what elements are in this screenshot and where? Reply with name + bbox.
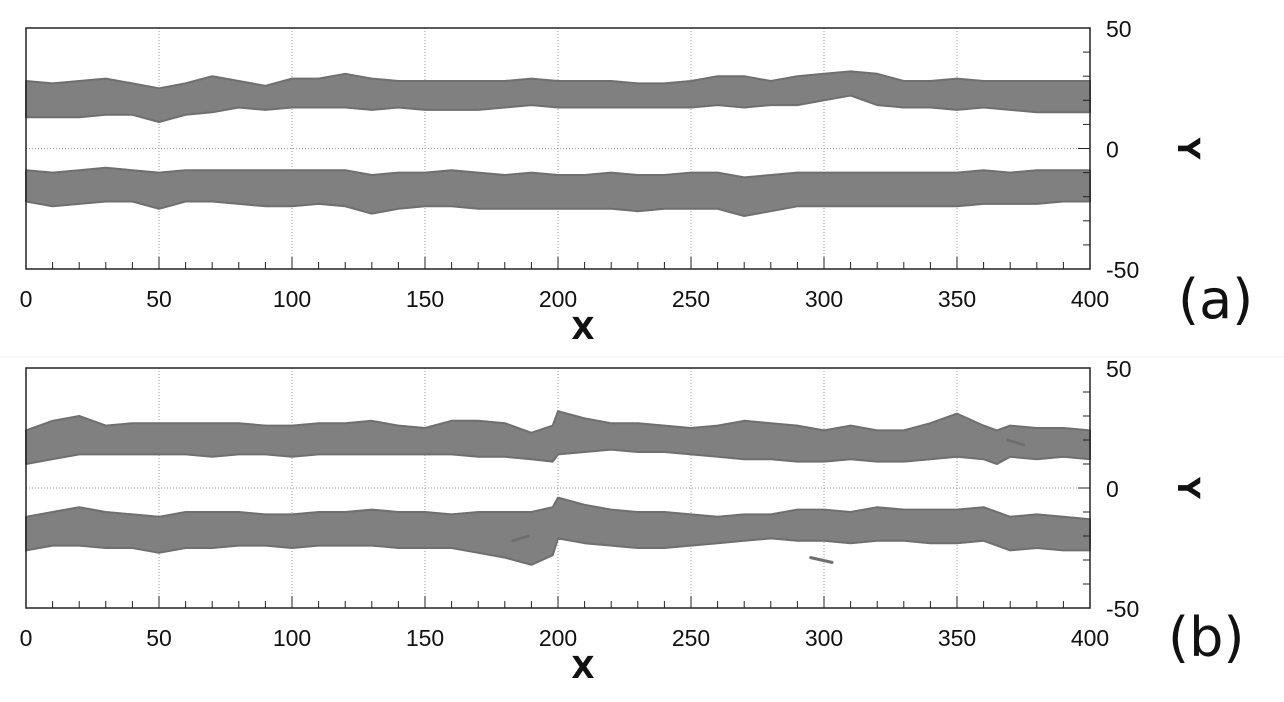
y-tick-label: -50 xyxy=(1106,257,1139,283)
x-tick-label: 250 xyxy=(672,286,710,312)
x-axis-label: X xyxy=(571,312,594,347)
x-tick-label: 0 xyxy=(20,286,33,312)
panel-label: (b) xyxy=(1168,606,1244,669)
x-axis-label: X xyxy=(571,651,594,686)
x-tick-label: 300 xyxy=(805,625,843,651)
x-tick-label: 100 xyxy=(273,625,311,651)
x-tick-label: 300 xyxy=(805,286,843,312)
y-tick-label: 0 xyxy=(1106,476,1119,502)
y-tick-label: -50 xyxy=(1106,596,1139,622)
x-tick-label: 50 xyxy=(146,625,172,651)
x-tick-label: 0 xyxy=(20,625,33,651)
x-tick-label: 200 xyxy=(539,625,577,651)
x-tick-label: 250 xyxy=(672,625,710,651)
chart-panel-b: 0 50 100 150 200 250 300 350 400 50 0 -50 X Y (b) xyxy=(20,356,1245,686)
y-tick-label: 0 xyxy=(1106,137,1119,163)
chart-panel-a: 0 50 100 150 200 250 300 350 400 50 0 -50 X Y (a) xyxy=(20,16,1254,347)
x-tick-label: 50 xyxy=(146,286,172,312)
band-series-1 xyxy=(25,70,1091,123)
band-series-1 xyxy=(25,410,1091,465)
x-tick-label: 150 xyxy=(406,286,444,312)
y-tick-label: 50 xyxy=(1106,16,1132,42)
x-tick-label: 150 xyxy=(406,625,444,651)
fragment-mark xyxy=(809,556,834,564)
band-series-2 xyxy=(25,166,1091,217)
x-tick-label: 200 xyxy=(539,286,577,312)
x-tick-label: 400 xyxy=(1071,286,1109,312)
x-tick-label: 100 xyxy=(273,286,311,312)
y-axis-label: Y xyxy=(1170,476,1205,500)
x-tick-label: 350 xyxy=(938,625,976,651)
fragment-mark xyxy=(511,534,531,543)
y-axis-label: Y xyxy=(1170,137,1205,161)
x-tick-label: 350 xyxy=(938,286,976,312)
y-tick-label: 50 xyxy=(1106,356,1132,382)
x-tick-label: 400 xyxy=(1071,625,1109,651)
fragment-mark xyxy=(1006,438,1025,447)
panel-label: (a) xyxy=(1178,268,1253,331)
